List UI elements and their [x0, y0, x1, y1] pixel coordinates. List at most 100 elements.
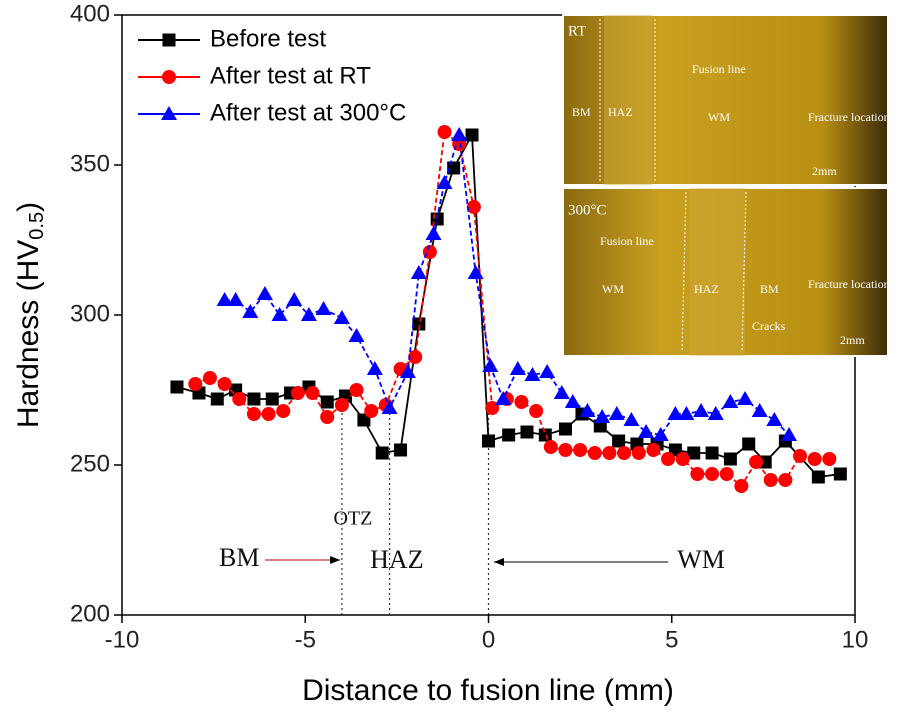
data-point: [594, 409, 611, 423]
data-point: [687, 446, 701, 460]
data-point: [543, 440, 558, 454]
data-point: [466, 200, 481, 214]
data-point: [558, 422, 572, 436]
data-point: [638, 424, 655, 438]
x-tick-label: 0: [482, 626, 495, 653]
data-point: [217, 377, 232, 391]
data-point: [216, 292, 233, 306]
data-point: [705, 467, 720, 481]
boundary: [741, 191, 747, 353]
data-point: [315, 301, 332, 315]
legend-label: Before test: [210, 25, 326, 52]
data-point: [465, 128, 479, 142]
data-point: [300, 307, 317, 321]
data-point: [652, 427, 669, 441]
data-point: [482, 358, 499, 372]
series-line: [224, 134, 790, 437]
data-point: [437, 125, 452, 139]
data-point: [690, 467, 705, 481]
data-point: [246, 407, 261, 421]
data-point: [334, 398, 349, 412]
inset-image: [562, 14, 889, 186]
inset-label: 2mm: [812, 164, 837, 178]
x-tick-label: 5: [665, 626, 678, 653]
data-point: [617, 446, 632, 460]
data-point: [202, 371, 217, 385]
data-point: [623, 412, 640, 426]
data-point: [399, 364, 416, 378]
inset-image: [562, 187, 889, 357]
data-point: [320, 395, 334, 409]
data-point: [529, 404, 544, 418]
data-point: [290, 386, 305, 400]
data-point: [781, 427, 798, 441]
inset-label: HAZ: [608, 105, 633, 119]
y-tick-label: 250: [70, 450, 110, 477]
data-point: [737, 391, 754, 405]
data-point: [608, 406, 625, 420]
data-point: [261, 407, 276, 421]
data-point: [364, 404, 379, 418]
x-tick-label: 10: [842, 626, 869, 653]
y-label-sub: 0.5: [26, 212, 48, 240]
inset-label: Fracture location: [808, 277, 890, 291]
data-point: [271, 307, 288, 321]
data-point: [538, 428, 552, 442]
data-point: [349, 383, 364, 397]
y-tick-label: 300: [70, 300, 110, 327]
data-point: [524, 367, 541, 381]
data-point: [811, 470, 825, 484]
inset-label: Fusion line: [600, 234, 654, 248]
data-point: [286, 292, 303, 306]
data-point: [366, 361, 383, 375]
y-tick-label: 350: [70, 150, 110, 177]
inset-label: BM: [760, 282, 779, 296]
data-point: [265, 392, 279, 406]
y-label-end: ): [12, 202, 45, 212]
data-point: [587, 446, 602, 460]
data-point: [514, 395, 529, 409]
data-point: [502, 428, 516, 442]
data-point: [668, 443, 682, 457]
data-point: [734, 479, 749, 493]
data-point: [232, 392, 247, 406]
data-point: [320, 410, 335, 424]
data-point: [381, 400, 398, 414]
data-point: [425, 226, 442, 240]
data-point: [276, 404, 291, 418]
data-point: [705, 446, 719, 460]
x-axis-label: Distance to fusion line (mm): [302, 674, 674, 707]
inset-label: WM: [708, 110, 730, 124]
data-point: [778, 473, 793, 487]
data-point: [661, 452, 676, 466]
data-point: [348, 328, 365, 342]
data-point: [822, 452, 837, 466]
legend-marker: [162, 33, 176, 47]
data-point: [631, 446, 646, 460]
data-point: [807, 452, 822, 466]
inset-label: RT: [568, 23, 586, 39]
data-point: [539, 364, 556, 378]
data-point: [451, 127, 468, 141]
data-point: [242, 304, 259, 318]
y-label-main: Hardness (HV: [12, 240, 45, 428]
data-point: [707, 406, 724, 420]
legend-marker: [161, 106, 177, 120]
inset-band: [690, 188, 745, 356]
data-point: [520, 425, 534, 439]
y-tick-label: 400: [70, 0, 110, 27]
data-point: [558, 443, 573, 457]
data-point: [333, 310, 350, 324]
x-tick-label: -10: [105, 626, 140, 653]
annotation: HAZ: [370, 545, 423, 574]
data-point: [447, 161, 461, 175]
data-point: [170, 380, 184, 394]
data-point: [612, 434, 626, 448]
data-point: [646, 443, 661, 457]
data-point: [722, 394, 739, 408]
data-point: [495, 391, 512, 405]
data-point: [678, 406, 695, 420]
data-point: [227, 292, 244, 306]
data-point: [509, 361, 526, 375]
